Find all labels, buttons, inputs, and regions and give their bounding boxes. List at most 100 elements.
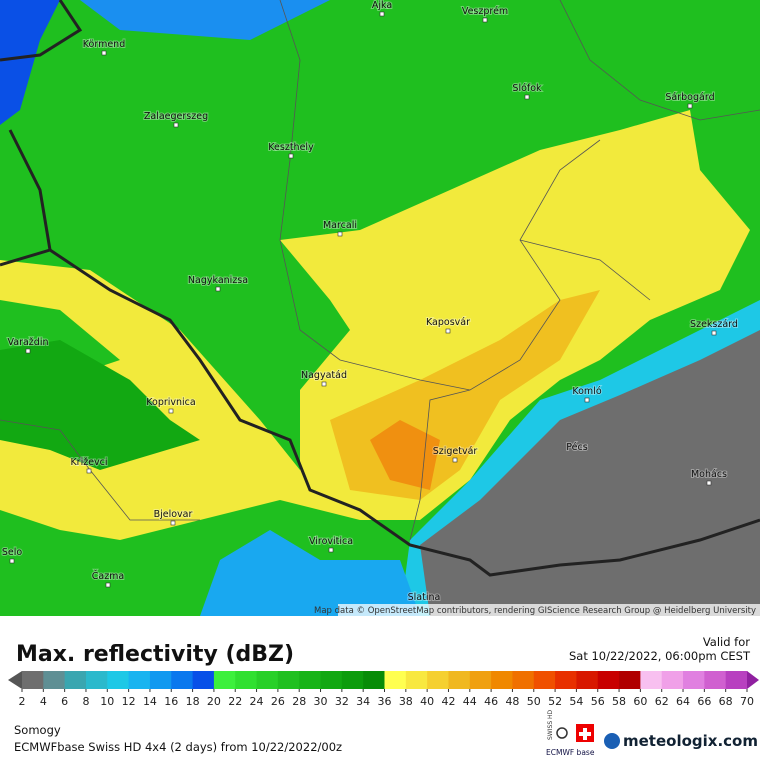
colorbar-tick-label: 36 — [378, 695, 392, 708]
city-label: Zalaegerszeg — [144, 111, 208, 122]
city-label: Slatina — [408, 592, 441, 603]
city-label: Koprivnica — [146, 397, 195, 408]
colorbar-segment — [597, 671, 620, 689]
city-dot — [706, 480, 712, 486]
colorbar-segment — [427, 671, 449, 689]
colorbar-tick-label: 20 — [207, 695, 221, 708]
city-label: Kaposvár — [426, 317, 470, 328]
colorbar-segment — [277, 671, 300, 689]
colorbar-segment — [363, 671, 385, 689]
city-label: Marcali — [323, 220, 357, 231]
colorbar-tick-label: 24 — [250, 695, 264, 708]
search-icon — [556, 727, 568, 739]
brand-logo — [604, 733, 620, 749]
colorbar-segment — [512, 671, 535, 689]
city-dot — [105, 582, 111, 588]
colorbar-tick-label: 50 — [527, 695, 541, 708]
city-dot — [25, 348, 31, 354]
colorbar-tick-label: 60 — [633, 695, 647, 708]
city-dot — [9, 558, 15, 564]
city-dot — [101, 50, 107, 56]
colorbar-tick-label: 40 — [420, 695, 434, 708]
attribution-box — [338, 604, 760, 616]
colorbar-segment — [43, 671, 66, 689]
colorbar-segment — [341, 671, 364, 689]
colorbar-tick-label: 66 — [697, 695, 711, 708]
city-dot — [215, 286, 221, 292]
colorbar-segment — [171, 671, 194, 689]
colorbar-segment — [192, 671, 215, 689]
city-dot — [288, 153, 294, 159]
city-label: Nagykanizsa — [188, 275, 248, 286]
colorbar-segment — [320, 671, 343, 689]
colorbar-under — [8, 671, 22, 689]
city-label: Selo — [2, 547, 23, 558]
colorbar-tick-label: 14 — [143, 695, 157, 708]
city-label: Veszprém — [462, 6, 508, 17]
colorbar-tick-label: 54 — [569, 695, 583, 708]
city-dot — [379, 11, 385, 17]
city-label: Sárbogárd — [665, 92, 714, 103]
city-dot — [168, 408, 174, 414]
city-label: Čazma — [92, 570, 125, 582]
colorbar-segment — [299, 671, 322, 689]
colorbar-segment — [491, 671, 513, 689]
city-label: Križevci — [70, 457, 107, 468]
colorbar-tick-label: 2 — [19, 695, 26, 708]
city-label: Ajka — [372, 0, 392, 11]
colorbar-tick-label: 48 — [505, 695, 519, 708]
colorbar-tick-label: 18 — [186, 695, 200, 708]
colorbar-segment — [149, 671, 172, 689]
radar-area — [0, 340, 200, 470]
city-label: Keszthely — [268, 142, 314, 153]
colorbar-tick-label: 68 — [719, 695, 733, 708]
colorbar-segment — [128, 671, 151, 689]
colorbar-tick-label: 62 — [655, 695, 669, 708]
colorbar-tick-label: 56 — [591, 695, 605, 708]
radar-area — [80, 0, 330, 40]
city-label: Szigetvár — [433, 446, 478, 457]
city-dot — [321, 381, 327, 387]
colorbar-segment — [555, 671, 577, 689]
colorbar-tick-label: 16 — [164, 695, 178, 708]
colorbar-tick-label: 44 — [463, 695, 477, 708]
colorbar-tick-label: 42 — [441, 695, 455, 708]
city-dot — [482, 17, 488, 23]
city-dot — [687, 103, 693, 109]
city-label: Komló — [572, 386, 601, 397]
colorbar-segment — [576, 671, 599, 689]
city-dot — [445, 328, 451, 334]
region: Somogy — [14, 723, 61, 737]
colorbar-tick-label: 8 — [82, 695, 89, 708]
city-dot — [328, 547, 334, 553]
city-label: Bjelovar — [154, 509, 193, 520]
colorbar-tick-label: 34 — [356, 695, 370, 708]
colorbar-segment — [64, 671, 87, 689]
colorbar-segment — [213, 671, 236, 689]
city-dot — [452, 457, 458, 463]
colorbar-over — [747, 671, 759, 689]
model: ECMWFbase Swiss HD 4x4 (2 days) from 10/… — [14, 740, 342, 754]
colorbar-segment — [683, 671, 705, 689]
colorbar-tick-label: 10 — [100, 695, 114, 708]
city-dot — [170, 520, 176, 526]
colorbar-tick-label: 38 — [399, 695, 413, 708]
colorbar-segment — [107, 671, 130, 689]
city-label: Szekszárd — [690, 319, 738, 330]
colorbar-segment — [704, 671, 727, 689]
ecmwf-label: ECMWF base — [546, 748, 595, 757]
colorbar-tick-label: 58 — [612, 695, 626, 708]
colorbar-tick-label: 46 — [484, 695, 498, 708]
colorbar-tick-label: 28 — [292, 695, 306, 708]
radar-area — [0, 0, 60, 125]
city-label: Virovitica — [309, 536, 353, 547]
brand: meteologix.com — [623, 732, 758, 750]
city-label: Slófok — [512, 83, 542, 94]
no-echo-area — [420, 330, 760, 616]
colorbar-segment — [22, 671, 44, 689]
colorbar-tick-label: 12 — [122, 695, 136, 708]
swiss-cross — [579, 728, 591, 740]
valid-label: Valid for — [703, 635, 750, 649]
colorbar-tick-label: 64 — [676, 695, 690, 708]
